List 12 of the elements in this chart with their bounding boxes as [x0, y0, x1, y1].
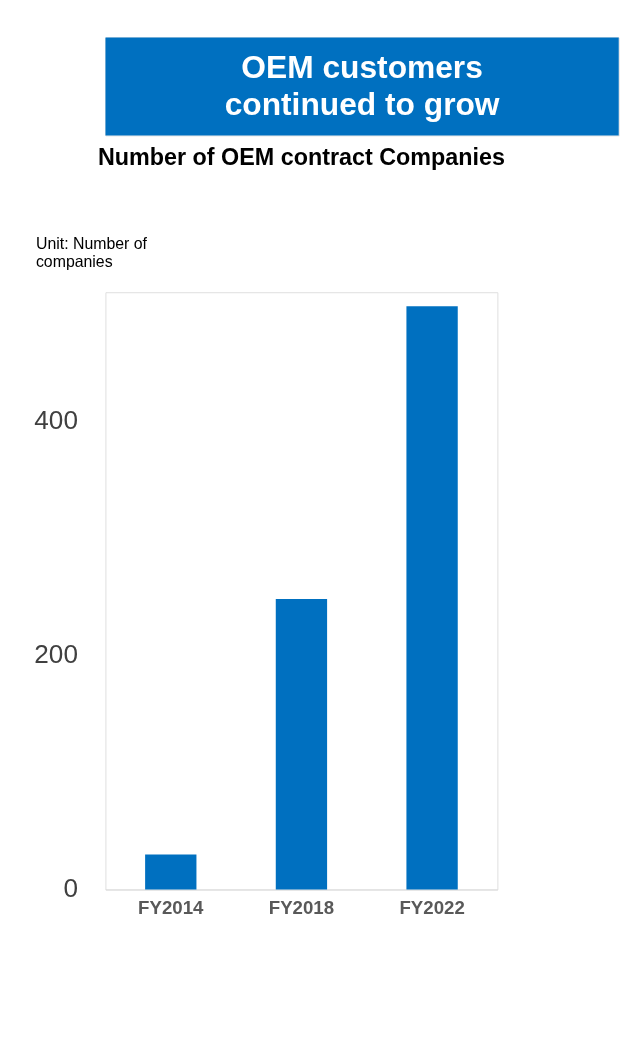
y-axis-title: Unit: Number of companies [35, 234, 148, 270]
chart-subtitle: Number of OEM contract Companies [97, 144, 505, 171]
bar [275, 599, 328, 890]
bar [145, 854, 197, 890]
y-tick-label: 400 [34, 405, 78, 436]
y-tick-label: 0 [63, 873, 78, 904]
x-tick-label: FY2014 [138, 897, 205, 919]
chart-title: OEM customers continued to grow [224, 48, 500, 122]
bar [406, 306, 458, 890]
x-tick-label: FY2018 [268, 897, 335, 919]
y-tick-label: 200 [34, 639, 78, 670]
x-tick-label: FY2022 [399, 897, 465, 919]
